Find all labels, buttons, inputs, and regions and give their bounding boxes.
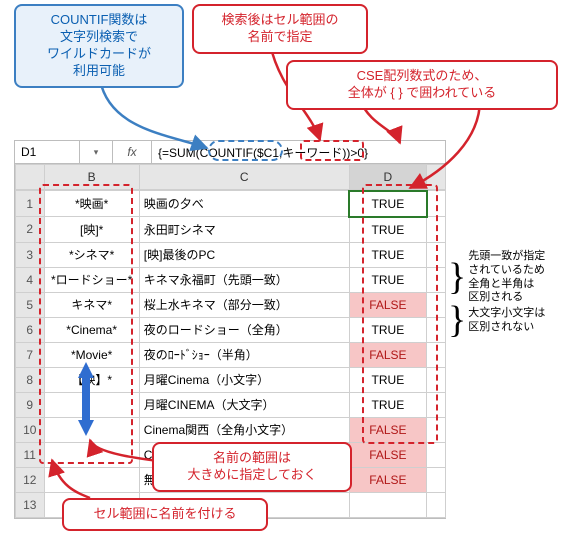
- cell[interactable]: TRUE: [349, 392, 427, 417]
- cell[interactable]: 夜のﾛｰﾄﾞｼｮｰ（半角）: [139, 342, 349, 367]
- corner-cell[interactable]: [16, 165, 45, 190]
- row-header[interactable]: 5: [16, 292, 45, 317]
- cell[interactable]: [427, 367, 446, 392]
- cell[interactable]: *シネマ*: [44, 242, 139, 267]
- cell[interactable]: [349, 492, 427, 517]
- callout-named-range-after-search: 検索後はセル範囲の名前で指定: [192, 4, 368, 54]
- cell[interactable]: 夜のロードショー（全角）: [139, 317, 349, 342]
- cell[interactable]: *Cinema*: [44, 317, 139, 342]
- cell[interactable]: [427, 191, 446, 217]
- cell[interactable]: TRUE: [349, 267, 427, 292]
- row-header[interactable]: 7: [16, 342, 45, 367]
- cell[interactable]: キネマ*: [44, 292, 139, 317]
- cell[interactable]: [427, 267, 446, 292]
- col-header[interactable]: B: [44, 165, 139, 190]
- cell[interactable]: TRUE: [349, 191, 427, 217]
- cell[interactable]: [427, 492, 446, 517]
- callout-name-range-oversize: 名前の範囲は大きめに指定しておく: [152, 442, 352, 492]
- table-row: 3*シネマ*[映]最後のPCTRUE: [16, 242, 446, 267]
- cell[interactable]: [427, 217, 446, 243]
- side-note-halfwidth: 先頭一致が指定されているため全角と半角は区別される: [468, 250, 545, 305]
- callout-name-the-range: セル範囲に名前を付ける: [62, 498, 268, 531]
- table-row: 7*Movie*夜のﾛｰﾄﾞｼｮｰ（半角）FALSE: [16, 342, 446, 367]
- side-note-case: 大文字小文字は区別されない: [468, 307, 545, 335]
- cell[interactable]: FALSE: [349, 292, 427, 317]
- name-box-dropdown-icon[interactable]: ▾: [80, 141, 113, 163]
- row-header[interactable]: 6: [16, 317, 45, 342]
- cell[interactable]: [映]最後のPC: [139, 242, 349, 267]
- table-row: 1*映画*映画の夕べTRUE: [16, 191, 446, 217]
- callout-cse-array-formula: CSE配列数式のため、全体が { } で囲われている: [286, 60, 558, 110]
- cell[interactable]: TRUE: [349, 217, 427, 243]
- cell[interactable]: [44, 467, 139, 492]
- cell[interactable]: FALSE: [349, 417, 427, 442]
- table-row: 5キネマ*桜上水キネマ（部分一致）FALSE: [16, 292, 446, 317]
- row-header[interactable]: 12: [16, 467, 45, 492]
- cell[interactable]: 月曜CINEMA（大文字）: [139, 392, 349, 417]
- cell[interactable]: [427, 292, 446, 317]
- row-header[interactable]: 2: [16, 217, 45, 243]
- cell[interactable]: [映]*: [44, 217, 139, 243]
- row-header[interactable]: 9: [16, 392, 45, 417]
- cell[interactable]: 月曜Cinema（小文字）: [139, 367, 349, 392]
- row-header[interactable]: 1: [16, 191, 45, 217]
- fx-icon[interactable]: fx: [113, 141, 152, 163]
- cell[interactable]: キネマ永福町（先頭一致）: [139, 267, 349, 292]
- cell[interactable]: FALSE: [349, 467, 427, 492]
- table-row: 8【映】*月曜Cinema（小文字）TRUE: [16, 367, 446, 392]
- col-header[interactable]: [427, 165, 446, 190]
- cell[interactable]: [427, 417, 446, 442]
- row-header[interactable]: 4: [16, 267, 45, 292]
- table-row: 4*ロードショー*キネマ永福町（先頭一致）TRUE: [16, 267, 446, 292]
- cell[interactable]: [427, 342, 446, 367]
- cell[interactable]: 【映】*: [44, 367, 139, 392]
- cell[interactable]: [44, 417, 139, 442]
- row-header[interactable]: 10: [16, 417, 45, 442]
- callout-countif-wildcard: COUNTIF関数は文字列検索でワイルドカードが利用可能: [14, 4, 184, 88]
- cell[interactable]: *Movie*: [44, 342, 139, 367]
- cell[interactable]: 桜上水キネマ（部分一致）: [139, 292, 349, 317]
- table-row: 9 月曜CINEMA（大文字）TRUE: [16, 392, 446, 417]
- side-notes: } 先頭一致が指定されているため全角と半角は区別される } 大文字小文字は区別さ…: [448, 250, 545, 337]
- cell[interactable]: [427, 392, 446, 417]
- cell[interactable]: [427, 317, 446, 342]
- cell[interactable]: Cinema関西（全角小文字）: [139, 417, 349, 442]
- table-row: 6*Cinema*夜のロードショー（全角）TRUE: [16, 317, 446, 342]
- cell[interactable]: FALSE: [349, 442, 427, 467]
- row-header[interactable]: 11: [16, 442, 45, 467]
- cell[interactable]: [427, 242, 446, 267]
- cell[interactable]: [44, 392, 139, 417]
- header-row: B C D: [16, 165, 446, 190]
- cell[interactable]: TRUE: [349, 367, 427, 392]
- col-header[interactable]: D: [349, 165, 427, 190]
- cell[interactable]: 永田町シネマ: [139, 217, 349, 243]
- cell[interactable]: *映画*: [44, 191, 139, 217]
- row-header[interactable]: 3: [16, 242, 45, 267]
- cell[interactable]: [427, 467, 446, 492]
- cell[interactable]: [44, 442, 139, 467]
- col-header[interactable]: C: [139, 165, 349, 190]
- cell[interactable]: *ロードショー*: [44, 267, 139, 292]
- row-header[interactable]: 8: [16, 367, 45, 392]
- cell[interactable]: 映画の夕べ: [139, 191, 349, 217]
- table-row: 2[映]*永田町シネマTRUE: [16, 217, 446, 243]
- cell[interactable]: [427, 442, 446, 467]
- cell[interactable]: TRUE: [349, 317, 427, 342]
- formula-field[interactable]: {=SUM(COUNTIF($C1,キーワード))>0}: [152, 141, 445, 163]
- table-row: 10 Cinema関西（全角小文字）FALSE: [16, 417, 446, 442]
- cell[interactable]: TRUE: [349, 242, 427, 267]
- row-header[interactable]: 13: [16, 492, 45, 517]
- name-box[interactable]: D1: [15, 141, 80, 163]
- formula-bar: D1 ▾ fx {=SUM(COUNTIF($C1,キーワード))>0}: [15, 141, 445, 164]
- cell[interactable]: FALSE: [349, 342, 427, 367]
